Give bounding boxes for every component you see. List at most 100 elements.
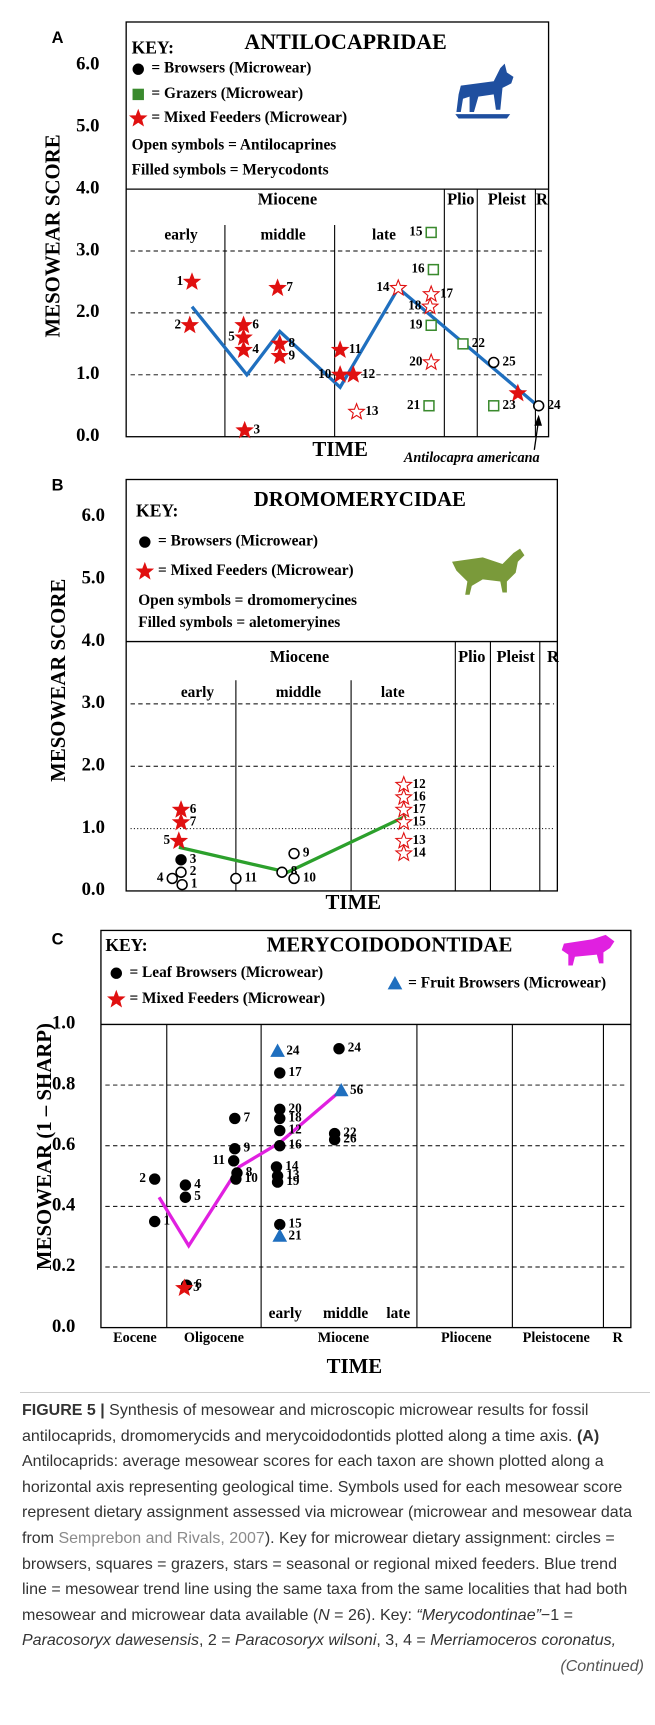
legend-marker xyxy=(107,989,126,1008)
caption-text: (A) xyxy=(576,1427,600,1445)
legend-label: = Browsers (Microwear) xyxy=(158,533,318,550)
point-label: 17 xyxy=(440,285,454,300)
y-tick-label: 4.0 xyxy=(82,630,105,651)
point xyxy=(268,278,287,297)
point xyxy=(394,843,414,862)
point-label: 11 xyxy=(349,341,361,356)
legend-marker xyxy=(135,561,155,580)
x-axis-title: TIME xyxy=(326,890,382,914)
legend-label: = Mixed Feeders (Microwear) xyxy=(158,562,354,579)
point-label: 4 xyxy=(194,1176,201,1191)
point xyxy=(344,365,363,383)
panel-label: A xyxy=(52,29,64,47)
point-label: 14 xyxy=(376,279,390,294)
point-label: 16 xyxy=(413,788,427,803)
key-note: Open symbols = dromomerycines xyxy=(138,592,357,609)
y-tick-label: 6.0 xyxy=(76,54,99,75)
stage-label: late xyxy=(372,226,396,243)
y-tick-label: 0.0 xyxy=(52,1316,75,1337)
y-tick-label: 0.4 xyxy=(52,1195,75,1216)
point-label: 12 xyxy=(362,366,376,381)
point-label: 17 xyxy=(289,1064,303,1079)
point-label: 22 xyxy=(343,1125,357,1140)
point-label: 5 xyxy=(194,1188,201,1203)
y-tick-label: 4.0 xyxy=(76,177,99,198)
point-label: 10 xyxy=(245,1170,259,1185)
point xyxy=(175,866,187,878)
point xyxy=(427,263,440,276)
point-label: 2 xyxy=(174,316,181,331)
point-label: 24 xyxy=(286,1043,300,1058)
key-title: KEY: xyxy=(105,935,147,955)
point xyxy=(229,1112,241,1125)
epoch-label: Pliocene xyxy=(441,1330,492,1346)
point-label: 13 xyxy=(286,1167,300,1182)
caption-text: Antilocaprids: average mesowear scores f… xyxy=(22,1453,633,1547)
point xyxy=(488,400,500,412)
caption-rule xyxy=(20,1392,650,1393)
point-label: 9 xyxy=(303,845,310,860)
x-axis-title: TIME xyxy=(327,1354,383,1378)
point-label: 12 xyxy=(289,1122,303,1137)
caption-text: “Merycodontinae” xyxy=(416,1606,541,1624)
point xyxy=(176,878,188,891)
point-label: 24 xyxy=(348,1040,362,1055)
y-tick-label: 6.0 xyxy=(82,505,105,526)
point-label: 6 xyxy=(190,801,197,816)
caption-text: , 3, 4 = xyxy=(376,1632,431,1650)
point xyxy=(423,400,435,412)
annotation-arrowhead xyxy=(534,414,542,426)
point xyxy=(288,847,300,860)
point xyxy=(230,872,242,885)
point xyxy=(230,1173,242,1185)
point-label: 4 xyxy=(157,869,164,884)
point xyxy=(270,1043,285,1057)
point xyxy=(330,340,350,358)
stage-label: late xyxy=(381,684,405,701)
trend-line xyxy=(190,285,539,408)
annotation: Antilocapra americana xyxy=(403,450,540,466)
epoch-label: Pleist xyxy=(488,190,527,209)
y-tick-label: 1.0 xyxy=(76,363,99,384)
caption-text[interactable]: Semprebon and Rivals, 2007 xyxy=(58,1529,265,1547)
point-label: 25 xyxy=(502,353,516,368)
legend-label: = Mixed Feeders (Microwear) xyxy=(129,990,325,1007)
point xyxy=(180,315,200,334)
point xyxy=(274,1124,286,1137)
point xyxy=(333,1042,345,1055)
point xyxy=(175,1278,194,1297)
y-tick-label: 0.0 xyxy=(76,425,99,446)
key-note: Open symbols = Antilocaprines xyxy=(132,137,337,154)
point-label: 1 xyxy=(163,1213,170,1228)
legend-marker xyxy=(110,967,123,979)
point xyxy=(274,1218,286,1231)
y-tick-label: 0.2 xyxy=(52,1255,75,1276)
x-axis-title: TIME xyxy=(312,437,368,461)
key-title: KEY: xyxy=(132,37,174,57)
y-tick-label: 3.0 xyxy=(82,692,105,713)
point xyxy=(333,1082,349,1097)
caption-text: ). Key for microwear dietary assignment:… xyxy=(22,1529,628,1624)
point xyxy=(169,831,189,849)
point-label: 20 xyxy=(289,1100,303,1115)
point-label: 10 xyxy=(303,869,317,884)
point-label: 13 xyxy=(365,403,379,418)
y-tick-label: 1.0 xyxy=(82,817,105,838)
point xyxy=(166,872,178,885)
y-axis-title: MESOWEAR (1 – SHARP) xyxy=(32,1023,56,1270)
epoch-label: Plio xyxy=(458,647,485,666)
epoch-label: Miocene xyxy=(318,1330,369,1346)
point xyxy=(328,1133,341,1146)
point-label: 2 xyxy=(190,863,197,878)
legend-label: = Fruit Browsers (Microwear) xyxy=(408,975,606,992)
point xyxy=(274,1112,286,1125)
point-label: 14 xyxy=(413,845,427,860)
caption-text: Paracosoryx dawesensis xyxy=(22,1632,199,1650)
caption-text: N xyxy=(318,1606,330,1624)
epoch-label: R xyxy=(547,647,560,666)
point-label: 3 xyxy=(253,422,260,437)
point xyxy=(274,1139,286,1152)
stage-label: early xyxy=(181,684,215,701)
epoch-label: Miocene xyxy=(258,190,317,209)
point-label: 5 xyxy=(228,329,235,344)
